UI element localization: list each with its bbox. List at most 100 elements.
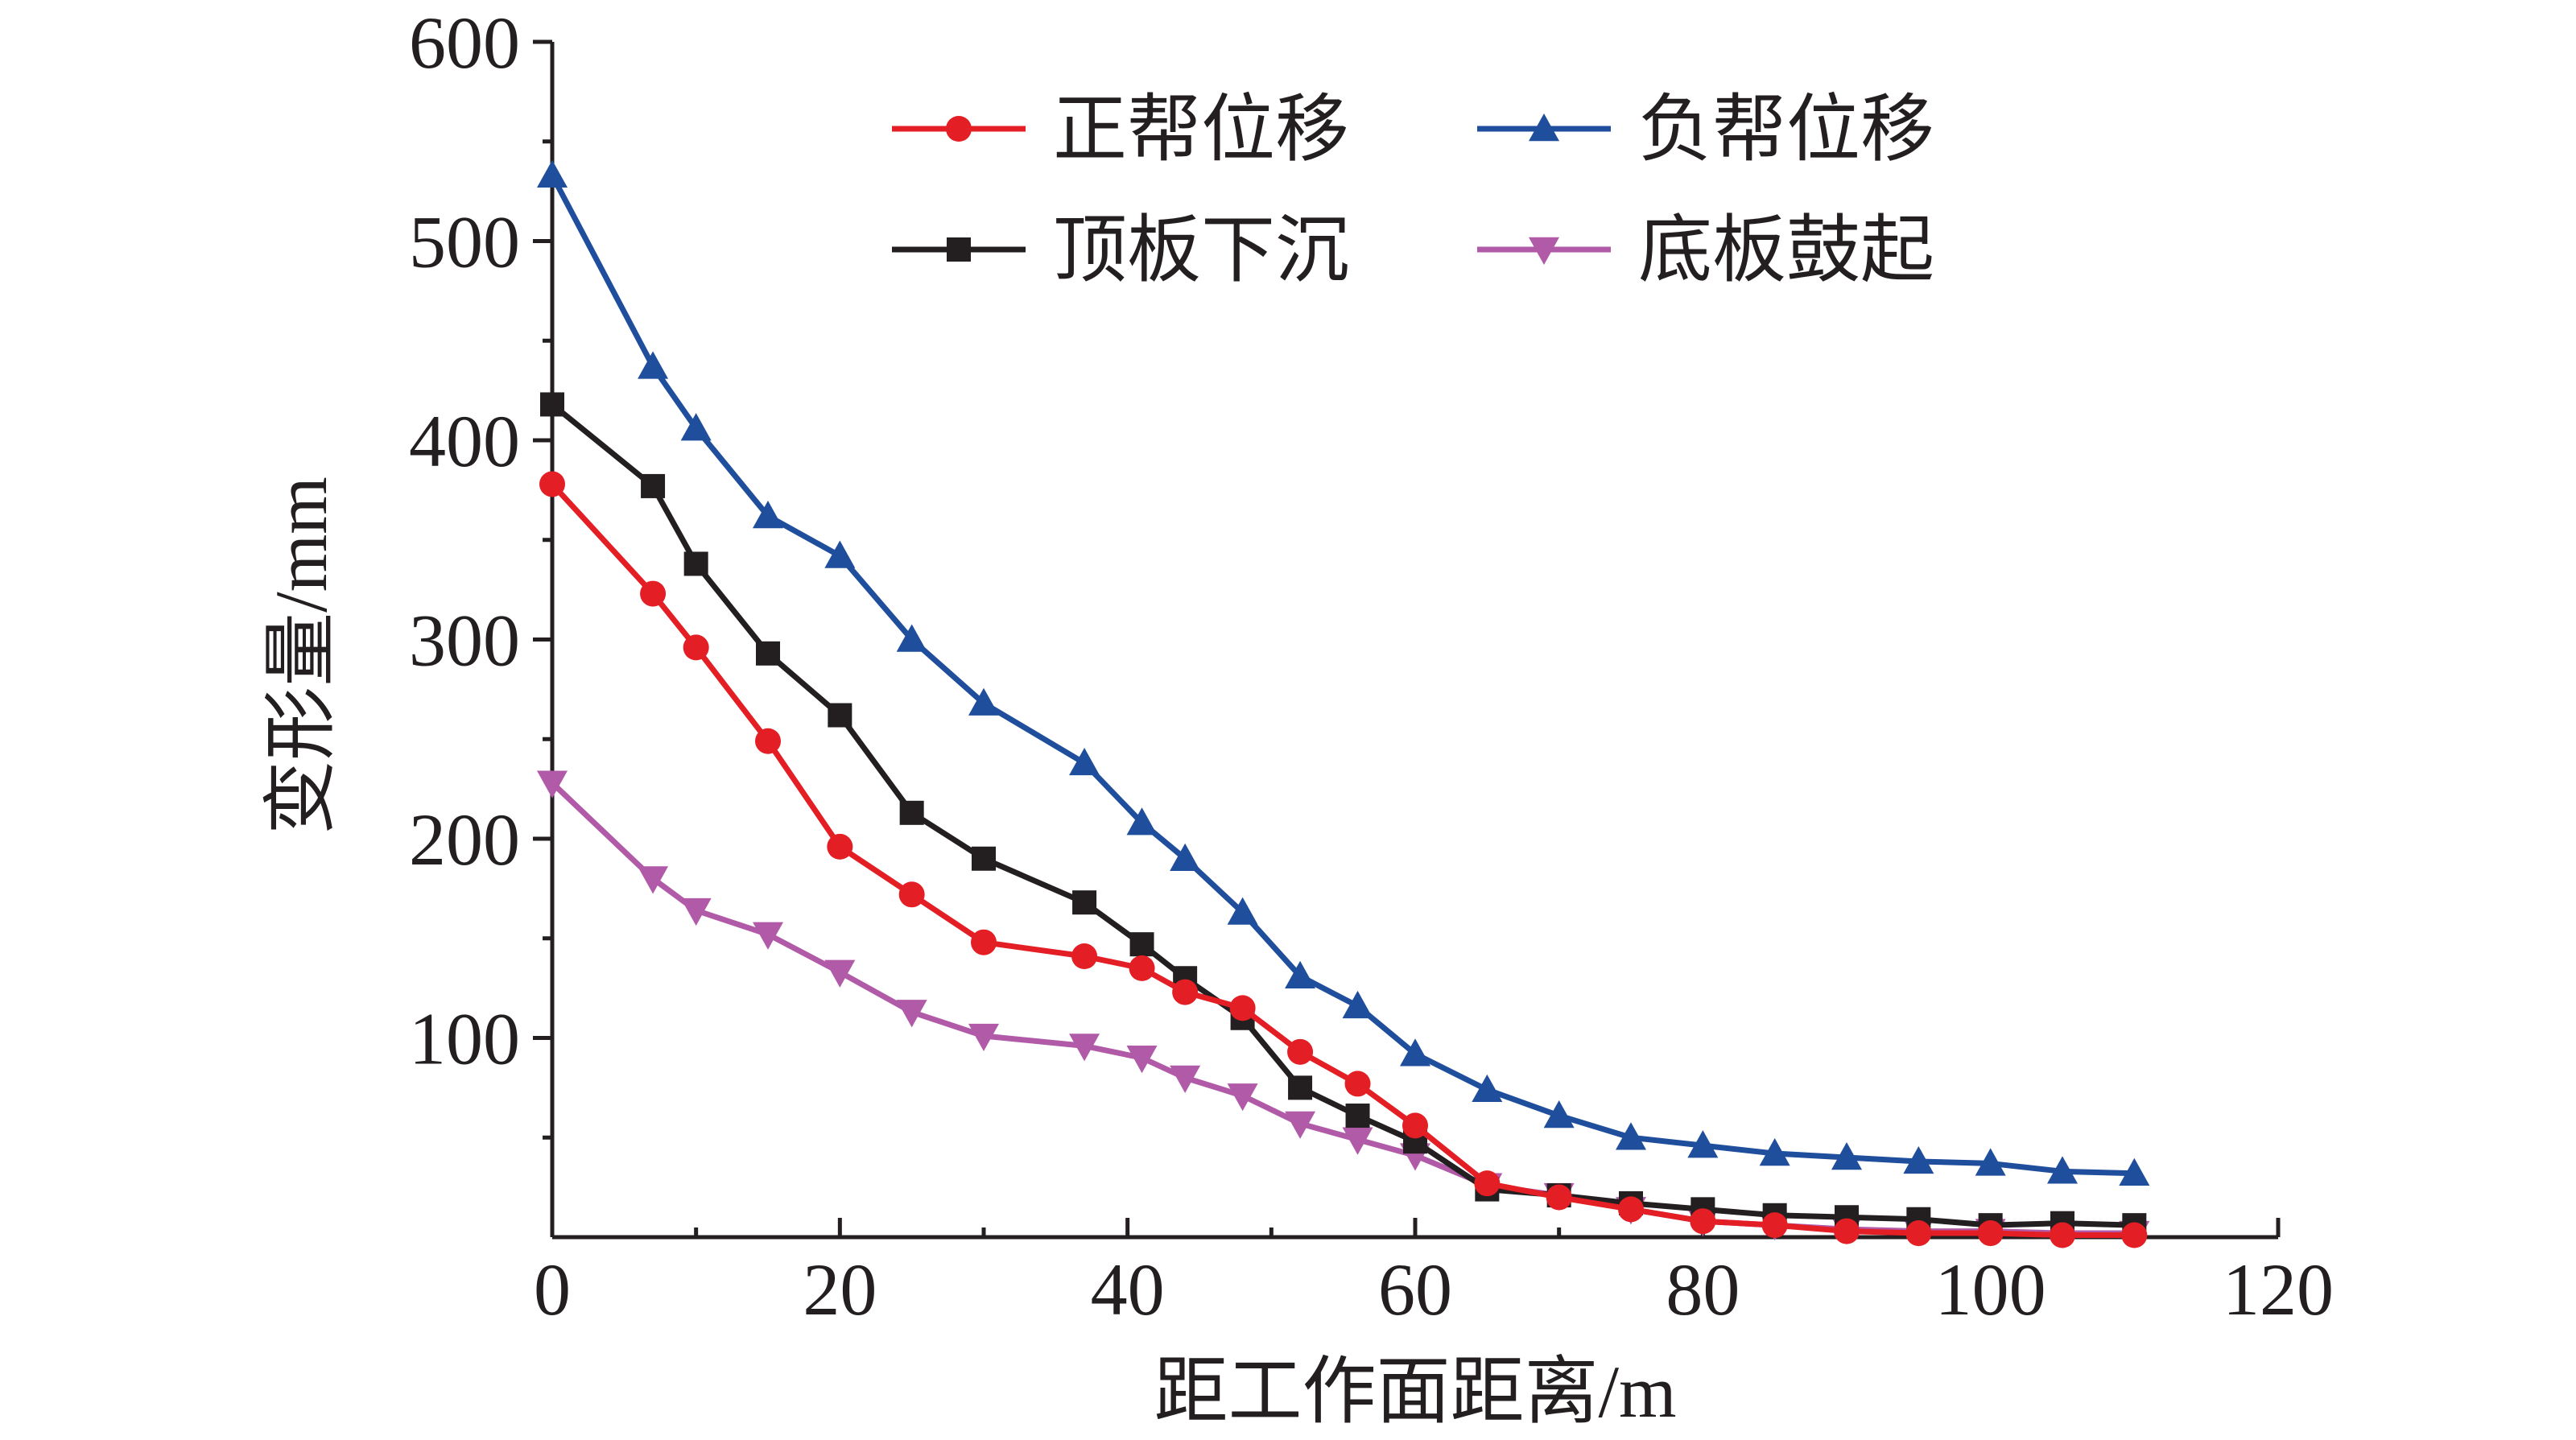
data-point — [1402, 1112, 1428, 1139]
data-point — [755, 728, 781, 754]
data-point — [1616, 1122, 1646, 1150]
data-point — [1759, 1138, 1790, 1166]
data-point — [1400, 1038, 1430, 1067]
data-point — [640, 580, 667, 607]
data-point — [1690, 1208, 1716, 1235]
legend-label: 正帮位移 — [1053, 89, 1349, 171]
legend-marker — [1529, 237, 1559, 265]
data-point — [898, 881, 925, 908]
data-point — [1126, 1046, 1158, 1074]
series-line — [549, 174, 2135, 1177]
data-point — [1903, 1145, 1934, 1174]
series-4 — [537, 770, 2150, 1249]
data-point — [683, 634, 709, 661]
y-tick-label: 200 — [409, 798, 520, 881]
data-point — [539, 471, 565, 497]
legend-label: 负帮位移 — [1638, 89, 1934, 171]
data-point — [537, 159, 568, 188]
data-point — [638, 351, 669, 379]
data-point — [680, 897, 712, 926]
data-point — [968, 1023, 999, 1052]
x-tick-label: 120 — [2223, 1248, 2334, 1331]
x-tick-label: 40 — [1091, 1248, 1165, 1331]
series-2 — [537, 159, 2150, 1186]
x-tick-label: 20 — [803, 1248, 877, 1331]
axes: 0 20 40 60 80 100 120 100 200 300 400 500 600 — [409, 2, 2334, 1331]
data-point — [827, 833, 853, 860]
data-point — [1072, 890, 1097, 915]
data-point — [641, 473, 666, 498]
data-point — [828, 703, 852, 728]
legend-label: 底板鼓起 — [1638, 209, 1934, 291]
data-point — [540, 392, 564, 417]
y-tick-label: 500 — [409, 201, 520, 283]
data-point — [968, 687, 999, 716]
data-point — [1345, 1104, 1370, 1128]
data-point — [1227, 897, 1258, 925]
data-point — [2047, 1156, 2078, 1184]
series-1 — [539, 471, 2148, 1248]
data-point — [1285, 960, 1316, 988]
data-point — [1129, 955, 1155, 981]
y-axis-title: 变形量/mm — [260, 477, 342, 835]
data-point — [1546, 1184, 1572, 1211]
legend-marker — [1529, 113, 1559, 142]
data-point — [537, 770, 568, 798]
data-point — [1229, 995, 1256, 1021]
series-group — [537, 159, 2150, 1249]
data-point — [756, 641, 780, 666]
data-point — [1834, 1218, 1860, 1244]
data-point — [1287, 1038, 1314, 1065]
data-point — [1687, 1130, 1719, 1158]
data-point — [1227, 1083, 1258, 1112]
y-tick-label: 600 — [409, 2, 520, 84]
data-point — [2121, 1222, 2148, 1248]
data-point — [1831, 1142, 1862, 1170]
data-point — [1129, 932, 1154, 957]
data-point — [1069, 1034, 1100, 1062]
data-point — [1288, 1075, 1313, 1100]
data-point — [1618, 1196, 1644, 1223]
data-point — [638, 866, 669, 894]
legend-marker — [946, 116, 972, 142]
data-point — [1905, 1220, 1932, 1247]
legend-item: 负帮位移 — [1477, 89, 1934, 171]
data-point — [2119, 1157, 2150, 1186]
data-point — [1474, 1170, 1501, 1197]
series-line — [550, 482, 2135, 1239]
legend-marker — [947, 237, 971, 262]
legend-item: 底板鼓起 — [1477, 209, 1934, 291]
data-point — [753, 501, 783, 529]
y-tick-label: 100 — [409, 998, 520, 1080]
data-point — [1761, 1212, 1788, 1239]
x-tick-label: 0 — [534, 1248, 571, 1331]
y-tick-label: 400 — [409, 400, 520, 482]
data-point — [680, 413, 712, 441]
data-point — [1977, 1220, 2004, 1247]
data-point — [824, 540, 856, 568]
data-point — [972, 846, 996, 871]
data-point — [1342, 1127, 1373, 1155]
legend-item: 顶板下沉 — [892, 209, 1349, 291]
data-point — [899, 800, 924, 825]
x-tick-label: 60 — [1378, 1248, 1452, 1331]
data-point — [1071, 943, 1098, 970]
data-point — [1170, 843, 1201, 871]
series-3 — [540, 392, 2147, 1238]
x-tick-label: 100 — [1935, 1248, 2046, 1331]
data-point — [683, 551, 708, 576]
data-point — [1285, 1111, 1316, 1139]
data-point — [1344, 1071, 1371, 1097]
data-point — [1342, 990, 1373, 1019]
legend-label: 顶板下沉 — [1053, 209, 1349, 291]
data-point — [1543, 1100, 1575, 1128]
data-point — [1126, 807, 1158, 836]
x-axis-title: 距工作面距离/m — [1154, 1351, 1676, 1433]
y-tick-label: 300 — [409, 600, 520, 682]
data-point — [1170, 1065, 1201, 1093]
data-point — [1069, 747, 1100, 776]
data-point — [896, 1000, 927, 1028]
